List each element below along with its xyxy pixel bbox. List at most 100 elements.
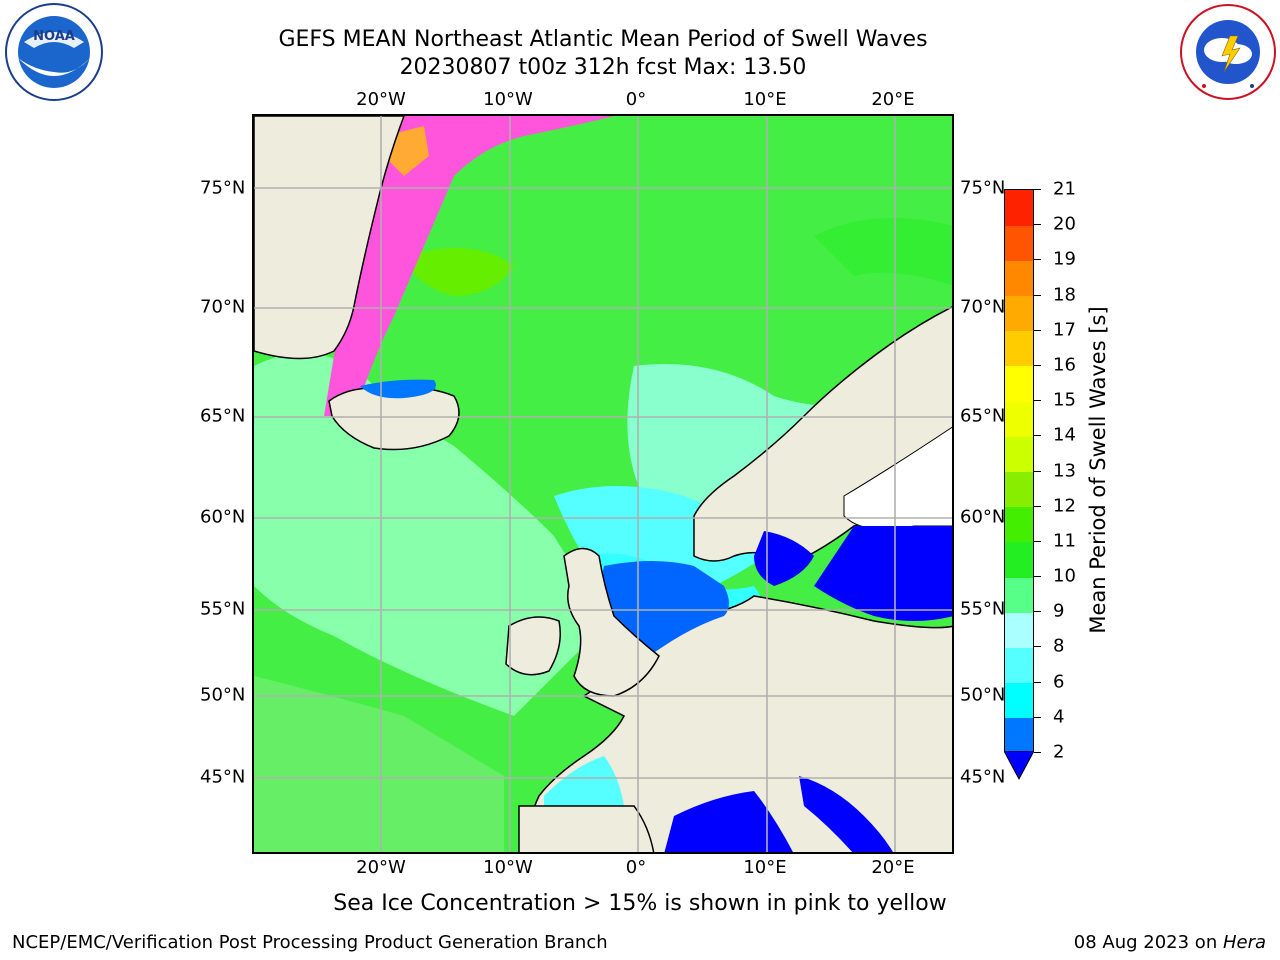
colorbar-segment (1005, 471, 1033, 508)
colorbar-segment (1005, 541, 1033, 578)
colorbar-tick-label: 17 (1053, 319, 1076, 341)
colorbar-segment (1005, 190, 1033, 226)
colorbar-tick-mark (1034, 505, 1041, 507)
noaa-logo: NOAA (4, 2, 104, 106)
adriatic-sea (799, 776, 893, 852)
lon-tick-bottom: 20°W (356, 857, 406, 878)
colorbar-tick-label: 12 (1053, 495, 1076, 517)
lat-tick-right: 60°N (960, 506, 1006, 528)
map-subtitle: 20230807 t00z 312h fcst Max: 13.50 (399, 55, 807, 80)
colorbar-tick-label: 19 (1053, 248, 1076, 270)
colorbar-tick-label: 8 (1053, 635, 1065, 657)
lat-tick-left: 50°N (200, 684, 246, 706)
lat-tick-left: 55°N (200, 598, 246, 620)
lon-tick-top: 20°E (871, 89, 915, 110)
footer-credit: NCEP/EMC/Verification Post Processing Pr… (12, 932, 608, 953)
colorbar-tick-mark (1034, 611, 1041, 613)
lon-tick-bottom: 10°E (743, 857, 787, 878)
colorbar-segment (1005, 401, 1033, 437)
lon-tick-bottom: 20°E (871, 857, 915, 878)
sea-ice-note: Sea Ice Concentration > 15% is shown in … (333, 891, 947, 916)
colorbar-tick-label: 18 (1053, 284, 1076, 306)
colorbar-tick-label: 9 (1053, 600, 1065, 622)
lat-tick-right: 50°N (960, 684, 1006, 706)
lat-tick-left: 65°N (200, 405, 246, 427)
colorbar-tick-label: 16 (1053, 354, 1076, 376)
svg-text:NOAA: NOAA (33, 29, 75, 44)
colorbar-tick-label: 13 (1053, 460, 1076, 481)
colorbar-title: Mean Period of Swell Waves [s] (1086, 306, 1110, 634)
lon-tick-top: 0° (625, 89, 647, 110)
lat-tick-left: 75°N (200, 177, 246, 199)
colorbar-segment (1005, 612, 1033, 648)
map-panel[interactable] (252, 114, 954, 854)
colorbar-tick-mark (1034, 435, 1041, 437)
colorbar-tick-mark (1034, 681, 1041, 683)
lon-tick-bottom: 0° (625, 857, 647, 878)
map-title: GEFS MEAN Northeast Atlantic Mean Period… (278, 27, 928, 52)
colorbar-tick-label: 21 (1053, 178, 1076, 200)
lon-tick-top: 10°W (483, 89, 533, 110)
gridlines (254, 116, 952, 852)
colorbar-tick-mark (1034, 329, 1041, 331)
lat-tick-right: 45°N (960, 766, 1006, 788)
colorbar-extension-arrow (1004, 751, 1034, 781)
lat-tick-left: 60°N (200, 506, 246, 528)
colorbar-tick-mark (1034, 540, 1041, 542)
colorbar (1004, 189, 1034, 754)
lat-tick-right: 70°N (960, 296, 1006, 318)
lon-tick-top: 20°W (356, 89, 406, 110)
colorbar-tick-label: 20 (1053, 213, 1076, 235)
lat-tick-right: 75°N (960, 177, 1006, 199)
colorbar-segment (1005, 682, 1033, 719)
colorbar-tick-mark (1034, 294, 1041, 296)
colorbar-segment (1005, 260, 1033, 297)
footer-date: 08 Aug 2023 on Hera (1074, 932, 1266, 953)
colorbar-tick-label: 14 (1053, 424, 1076, 446)
colorbar-tick-mark (1034, 646, 1041, 648)
lat-tick-right: 55°N (960, 598, 1006, 620)
footer-date-text: 08 Aug 2023 on (1073, 932, 1223, 953)
colorbar-tick-label: 11 (1053, 530, 1076, 552)
sea-ice-region (324, 116, 614, 416)
colorbar-tick-mark (1034, 470, 1041, 472)
colorbar-tick-mark (1034, 259, 1041, 261)
land-finland-nodata (843, 426, 952, 530)
colorbar-tick-mark (1034, 576, 1041, 578)
colorbar-tick-mark (1034, 400, 1041, 402)
colorbar-tick-label: 6 (1053, 671, 1065, 693)
mediterranean-west (664, 791, 793, 852)
lon-tick-top: 10°E (743, 89, 787, 110)
land-iberia (518, 805, 655, 852)
nws-logo (1178, 2, 1278, 106)
colorbar-tick-label: 15 (1053, 389, 1076, 411)
colorbar-segment (1005, 330, 1033, 367)
colorbar-segment (1005, 225, 1033, 261)
colorbar-segment (1005, 577, 1033, 613)
colorbar-segment (1005, 436, 1033, 472)
land-ireland (505, 616, 561, 676)
colorbar-tick-mark (1034, 224, 1041, 226)
colorbar-tick-label: 2 (1053, 741, 1065, 763)
coastal-swell-iceland (360, 379, 436, 399)
colorbar-tick-mark (1034, 364, 1041, 366)
colorbar-tick-mark (1034, 752, 1041, 753)
baltic-sea (814, 526, 952, 621)
lat-tick-left: 45°N (200, 766, 246, 788)
swell-region-11s (814, 218, 952, 286)
colorbar-tick-mark (1034, 716, 1041, 718)
kattegat (754, 531, 814, 586)
lat-tick-right: 65°N (960, 405, 1006, 427)
colorbar-segment (1005, 647, 1033, 684)
colorbar-tick-label: 4 (1053, 706, 1065, 728)
colorbar-segment (1005, 506, 1033, 543)
colorbar-tick-label: 10 (1053, 565, 1076, 587)
lat-tick-left: 70°N (200, 296, 246, 318)
footer-machine: Hera (1222, 932, 1266, 953)
swell-region-10s (254, 676, 504, 852)
swell-region-12s (404, 248, 514, 296)
colorbar-segment (1005, 295, 1033, 332)
lon-tick-bottom: 10°W (483, 857, 533, 878)
colorbar-segment (1005, 365, 1033, 402)
bay-of-biscay (544, 756, 624, 806)
